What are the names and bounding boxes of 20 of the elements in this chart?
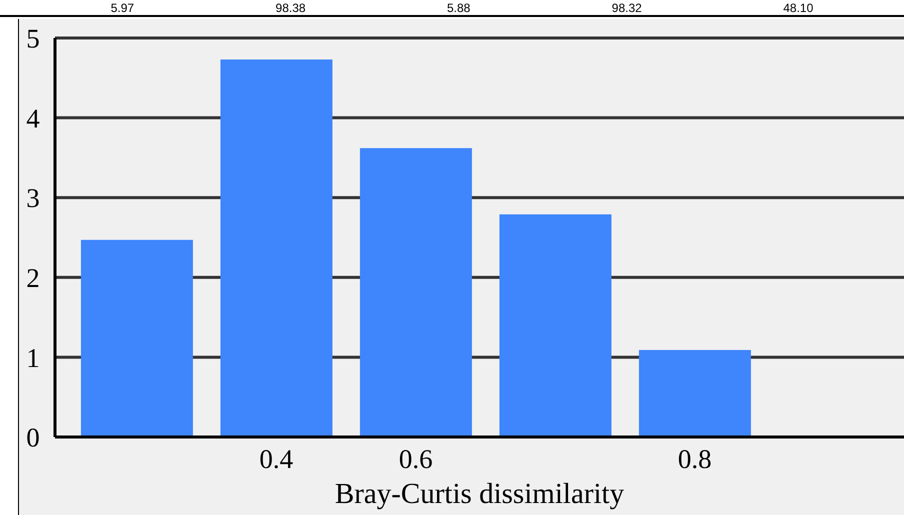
y-tick-label: 0 — [26, 422, 40, 453]
x-tick-label: 0.4 — [259, 444, 294, 474]
y-tick-label: 3 — [26, 183, 40, 214]
text: 48.10 — [783, 0, 814, 14]
x-axis-title: Bray-Curtis dissimilarity — [334, 478, 625, 510]
text: 98.38 — [276, 0, 306, 14]
bar — [80, 240, 193, 437]
y-tick-label: 1 — [26, 342, 40, 373]
x-tick-label: 0.8 — [678, 444, 712, 474]
bar — [499, 214, 612, 437]
y-tick-label: 5 — [26, 24, 40, 54]
bar — [360, 148, 472, 437]
bar — [638, 350, 751, 437]
text: 98.32 — [612, 0, 642, 14]
x-tick-label: 0.6 — [398, 444, 433, 474]
text: 5.88 — [446, 0, 470, 14]
y-tick-label: 4 — [26, 103, 40, 134]
text: 5.97 — [110, 0, 134, 14]
y-tick-label: 2 — [26, 262, 40, 293]
bar — [220, 60, 332, 437]
